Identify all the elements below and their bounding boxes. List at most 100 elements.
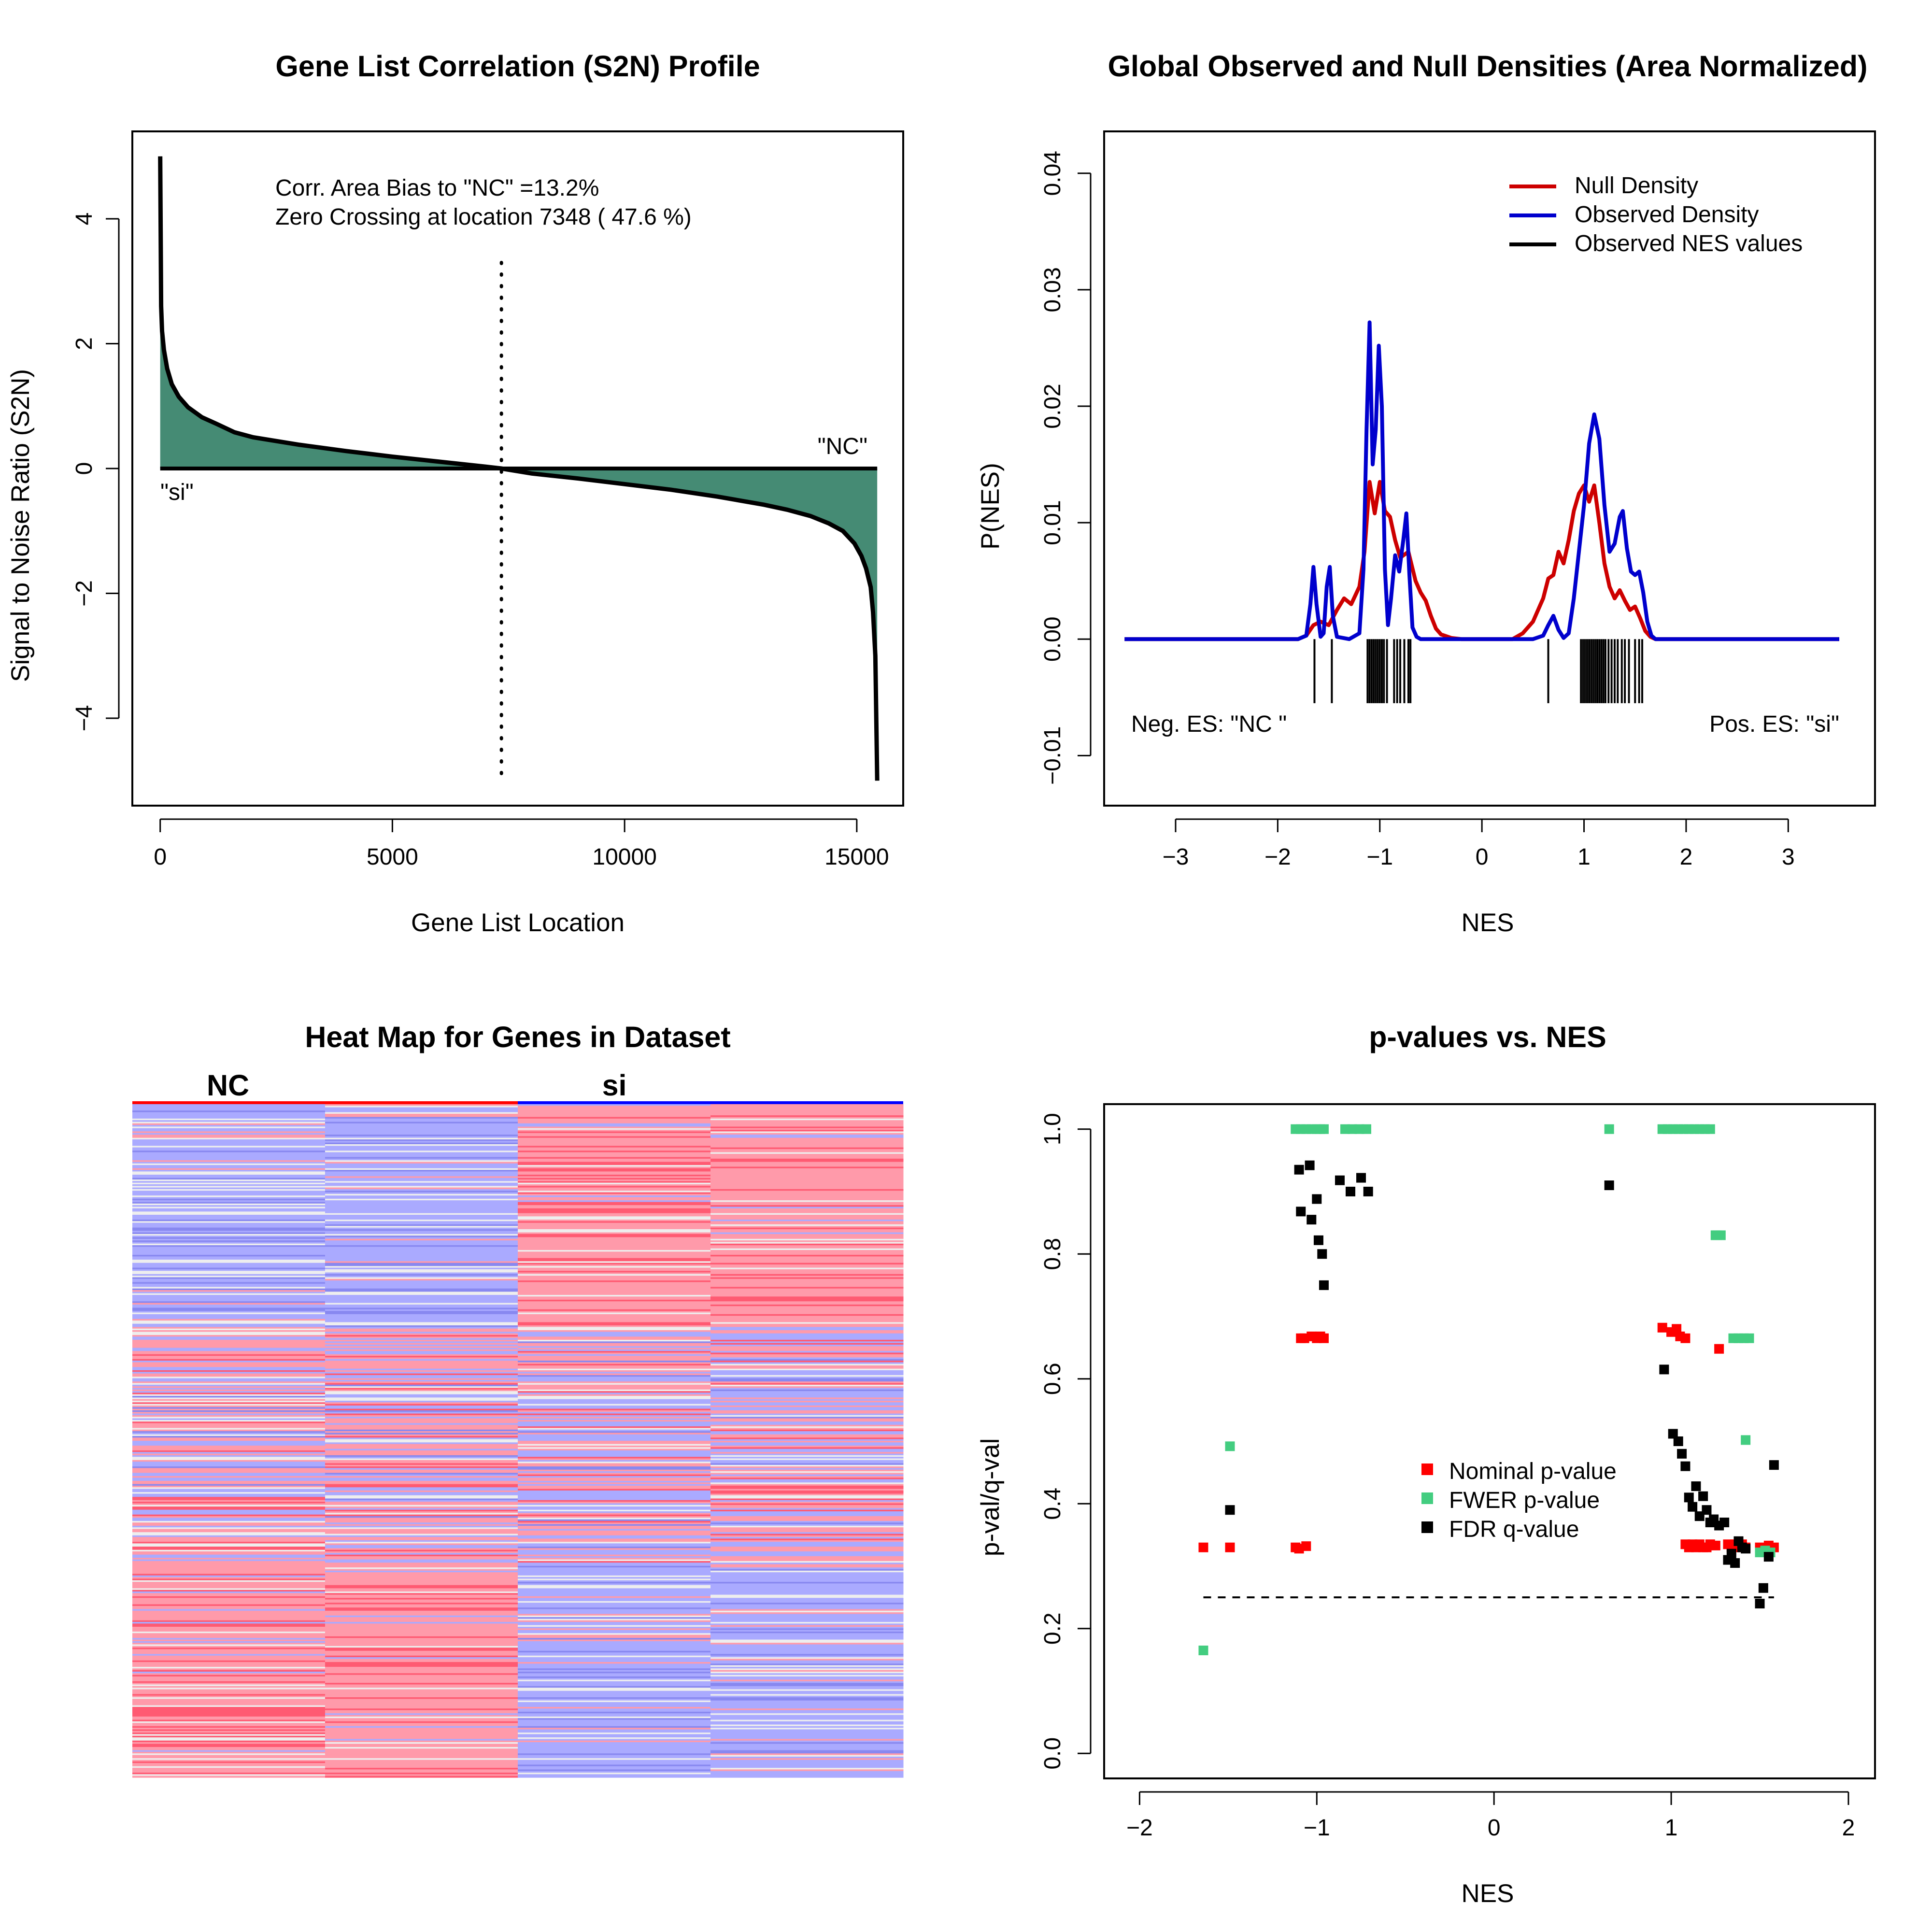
heatmap-cell: [518, 1630, 711, 1632]
heatmap-cell: [518, 1333, 711, 1335]
heatmap-cell: [325, 1231, 518, 1233]
heatmap-cell: [325, 1155, 518, 1158]
heatmap-cell: [325, 1582, 518, 1584]
heatmap-cell: [132, 1264, 326, 1266]
heatmap-cell: [710, 1678, 904, 1680]
heatmap-cell: [325, 1162, 518, 1164]
heatmap-cell: [325, 1130, 518, 1132]
heatmap-cell: [132, 1740, 326, 1743]
heatmap-cell: [518, 1622, 711, 1624]
s2n-y-tick-label: −2: [71, 580, 97, 607]
heatmap-cell: [710, 1264, 904, 1266]
heatmap-cell: [132, 1120, 326, 1122]
heatmap-cell: [518, 1405, 711, 1407]
heatmap-cell: [518, 1615, 711, 1618]
heatmap-cell: [710, 1113, 904, 1116]
heatmap-cell: [710, 1740, 904, 1743]
heatmap-cell: [518, 1242, 711, 1244]
heatmap-cell: [132, 1176, 326, 1179]
heatmap-cell: [132, 1170, 326, 1172]
heatmap-cell: [325, 1740, 518, 1743]
heatmap-cell: [132, 1106, 326, 1108]
heatmap-cell: [710, 1604, 904, 1606]
heatmap-cell: [325, 1697, 518, 1699]
heatmap-cell: [132, 1700, 326, 1703]
heatmap-cell: [132, 1335, 326, 1337]
heatmap-cell: [710, 1215, 904, 1217]
density-x-tick-label: −3: [1163, 844, 1189, 870]
heatmap-cell: [710, 1280, 904, 1283]
heatmap-cell: [325, 1547, 518, 1548]
heatmap-cell: [325, 1325, 518, 1327]
heatmap-cell: [325, 1292, 518, 1294]
heatmap-cell: [325, 1211, 518, 1214]
heatmap-cell: [518, 1670, 711, 1672]
heatmap-cell: [710, 1665, 904, 1667]
heatmap-cell: [132, 1417, 326, 1419]
heatmap-cell: [325, 1728, 518, 1730]
heatmap-cell: [325, 1450, 518, 1452]
density-y-tick-label: 0.03: [1040, 267, 1065, 312]
heatmap-cell: [518, 1157, 711, 1159]
heatmap-cell: [518, 1519, 711, 1521]
heatmap-cell: [132, 1328, 326, 1331]
heatmap-cell: [518, 1482, 711, 1485]
heatmap-cell: [325, 1238, 518, 1241]
heatmap-cell: [518, 1542, 711, 1544]
heatmap-cell: [518, 1455, 711, 1457]
heatmap-cell: [325, 1437, 518, 1440]
pvalue-point: [1294, 1165, 1304, 1175]
density-x-tick-label: −2: [1264, 844, 1291, 870]
heatmap-cell: [710, 1445, 904, 1448]
heatmap-cell: [710, 1184, 904, 1186]
heatmap-cell: [325, 1628, 518, 1631]
heatmap-cell: [325, 1333, 518, 1335]
heatmap-cell: [518, 1692, 711, 1695]
heatmap-cell: [325, 1553, 518, 1555]
heatmap-cell: [518, 1224, 711, 1226]
heatmap-cell: [518, 1424, 711, 1427]
heatmap-cell: [132, 1317, 326, 1320]
heatmap-cell: [325, 1657, 518, 1659]
heatmap-cell: [518, 1556, 711, 1558]
heatmap-cell: [325, 1288, 518, 1291]
heatmap-cell: [710, 1705, 904, 1707]
s2n-plot-frame: [131, 130, 904, 807]
heatmap-cell: [325, 1381, 518, 1384]
heatmap-cell: [325, 1258, 518, 1260]
heatmap-cell: [325, 1627, 518, 1629]
heatmap-cell: [710, 1610, 904, 1613]
heatmap-cell: [325, 1227, 518, 1230]
heatmap-cell: [710, 1224, 904, 1226]
heatmap-cell: [518, 1649, 711, 1651]
heatmap-cell: [518, 1229, 711, 1231]
heatmap-cell: [132, 1211, 326, 1214]
heatmap-cell: [518, 1643, 711, 1645]
heatmap-cell: [132, 1450, 326, 1452]
heatmap-cell: [518, 1181, 711, 1183]
heatmap-cell: [132, 1582, 326, 1584]
heatmap-cell: [710, 1551, 904, 1553]
heatmap-cell: [710, 1171, 904, 1174]
heatmap-cell: [132, 1388, 326, 1390]
heatmap-cell: [710, 1731, 904, 1733]
heatmap-cell: [325, 1445, 518, 1448]
heatmap-cell: [132, 1599, 326, 1602]
heatmap-cell: [518, 1292, 711, 1294]
heatmap-cell: [132, 1689, 326, 1691]
heatmap-cell: [518, 1771, 711, 1773]
heatmap-cell: [710, 1381, 904, 1384]
heatmap-cell: [518, 1500, 711, 1502]
heatmap-cell: [710, 1657, 904, 1659]
heatmap-cell: [325, 1314, 518, 1316]
pvalue-point: [1769, 1460, 1779, 1470]
heatmap-cell: [325, 1323, 518, 1326]
heatmap-cell: [710, 1580, 904, 1582]
heatmap-cell: [710, 1383, 904, 1385]
heatmap-cell: [710, 1276, 904, 1278]
heatmap-cell: [518, 1253, 711, 1255]
heatmap-cell: [710, 1218, 904, 1220]
heatmap-cell: [710, 1721, 904, 1723]
heatmap-cell: [710, 1405, 904, 1407]
pvalue-point: [1705, 1124, 1715, 1134]
